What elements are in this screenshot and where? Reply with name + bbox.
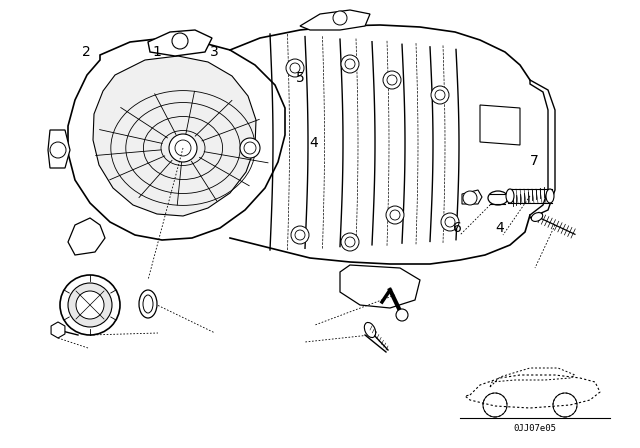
Polygon shape: [68, 38, 285, 240]
Text: 6: 6: [453, 221, 462, 236]
Ellipse shape: [506, 189, 514, 203]
Ellipse shape: [531, 212, 543, 221]
Circle shape: [431, 86, 449, 104]
Polygon shape: [93, 56, 256, 216]
Circle shape: [169, 134, 197, 162]
Polygon shape: [68, 218, 105, 255]
Circle shape: [175, 140, 191, 156]
Circle shape: [396, 309, 408, 321]
Polygon shape: [462, 190, 482, 204]
Text: 0JJ07e05: 0JJ07e05: [513, 423, 557, 432]
Circle shape: [240, 138, 260, 158]
Text: 1: 1: [152, 44, 161, 59]
Circle shape: [60, 275, 120, 335]
Polygon shape: [300, 10, 370, 30]
Circle shape: [383, 71, 401, 89]
Polygon shape: [480, 105, 520, 145]
Circle shape: [386, 206, 404, 224]
Circle shape: [291, 226, 309, 244]
Circle shape: [68, 283, 112, 327]
Text: 5: 5: [296, 71, 305, 86]
Circle shape: [341, 55, 359, 73]
Ellipse shape: [139, 290, 157, 318]
Circle shape: [286, 59, 304, 77]
Ellipse shape: [488, 191, 508, 205]
Ellipse shape: [546, 189, 554, 203]
Text: 7: 7: [530, 154, 539, 168]
Circle shape: [76, 291, 104, 319]
Ellipse shape: [364, 323, 376, 337]
Text: 4: 4: [309, 136, 318, 151]
Circle shape: [172, 33, 188, 49]
Circle shape: [463, 191, 477, 205]
Polygon shape: [340, 265, 420, 308]
Polygon shape: [530, 80, 555, 218]
Polygon shape: [51, 322, 65, 338]
Circle shape: [441, 213, 459, 231]
Circle shape: [50, 142, 66, 158]
Text: 2: 2: [82, 44, 91, 59]
Circle shape: [333, 11, 347, 25]
Text: 4: 4: [495, 221, 504, 236]
Polygon shape: [148, 30, 212, 56]
Text: 3: 3: [210, 44, 219, 59]
Polygon shape: [48, 130, 70, 168]
Circle shape: [341, 233, 359, 251]
